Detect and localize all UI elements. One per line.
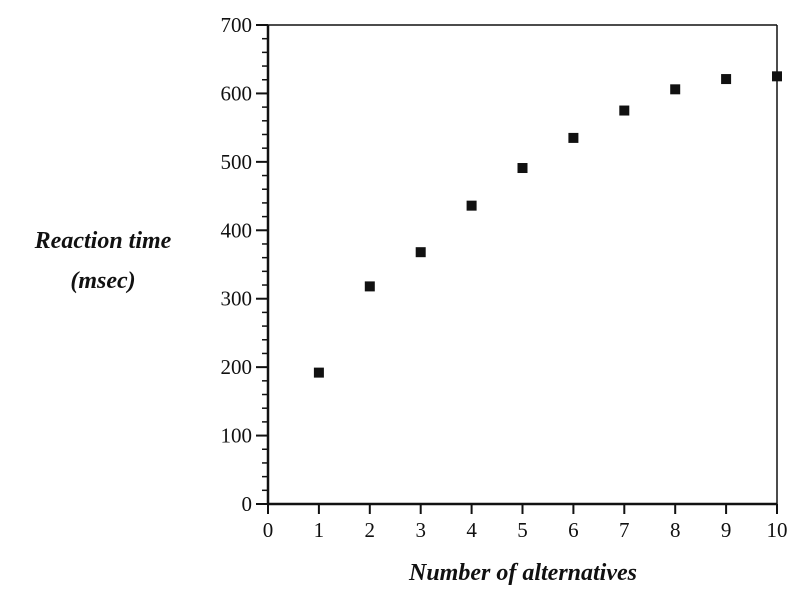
data-point	[619, 105, 630, 116]
data-point	[364, 281, 375, 292]
x-tick-label: 7	[619, 518, 630, 542]
y-tick-label: 600	[221, 81, 253, 105]
data-point	[415, 247, 426, 258]
data-point	[466, 200, 477, 211]
x-tick-label: 6	[568, 518, 579, 542]
data-point	[721, 74, 732, 85]
data-point	[568, 132, 579, 143]
x-axis-label: Number of alternatives	[409, 560, 637, 586]
y-axis-label-line-1: Reaction time	[34, 228, 172, 254]
y-axis-label-line-2: (msec)	[70, 268, 136, 294]
data-point	[772, 71, 782, 82]
y-tick-label: 400	[221, 218, 253, 242]
y-tick-label: 300	[221, 287, 253, 311]
data-point	[313, 367, 324, 378]
x-tick-label: 9	[721, 518, 732, 542]
y-tick-label: 500	[221, 150, 253, 174]
x-tick-label: 4	[466, 518, 477, 542]
x-tick-label: 2	[365, 518, 376, 542]
x-tick-label: 0	[263, 518, 274, 542]
y-tick-label: 100	[221, 424, 253, 448]
x-tick-label: 3	[415, 518, 426, 542]
x-tick-label: 1	[314, 518, 325, 542]
data-point	[517, 163, 528, 174]
x-tick-label: 10	[767, 518, 788, 542]
y-tick-label: 700	[221, 13, 253, 37]
x-tick-label: 8	[670, 518, 681, 542]
y-tick-label: 200	[221, 355, 253, 379]
x-tick-label: 5	[517, 518, 528, 542]
data-point	[670, 84, 681, 95]
y-tick-label: 0	[242, 492, 253, 516]
